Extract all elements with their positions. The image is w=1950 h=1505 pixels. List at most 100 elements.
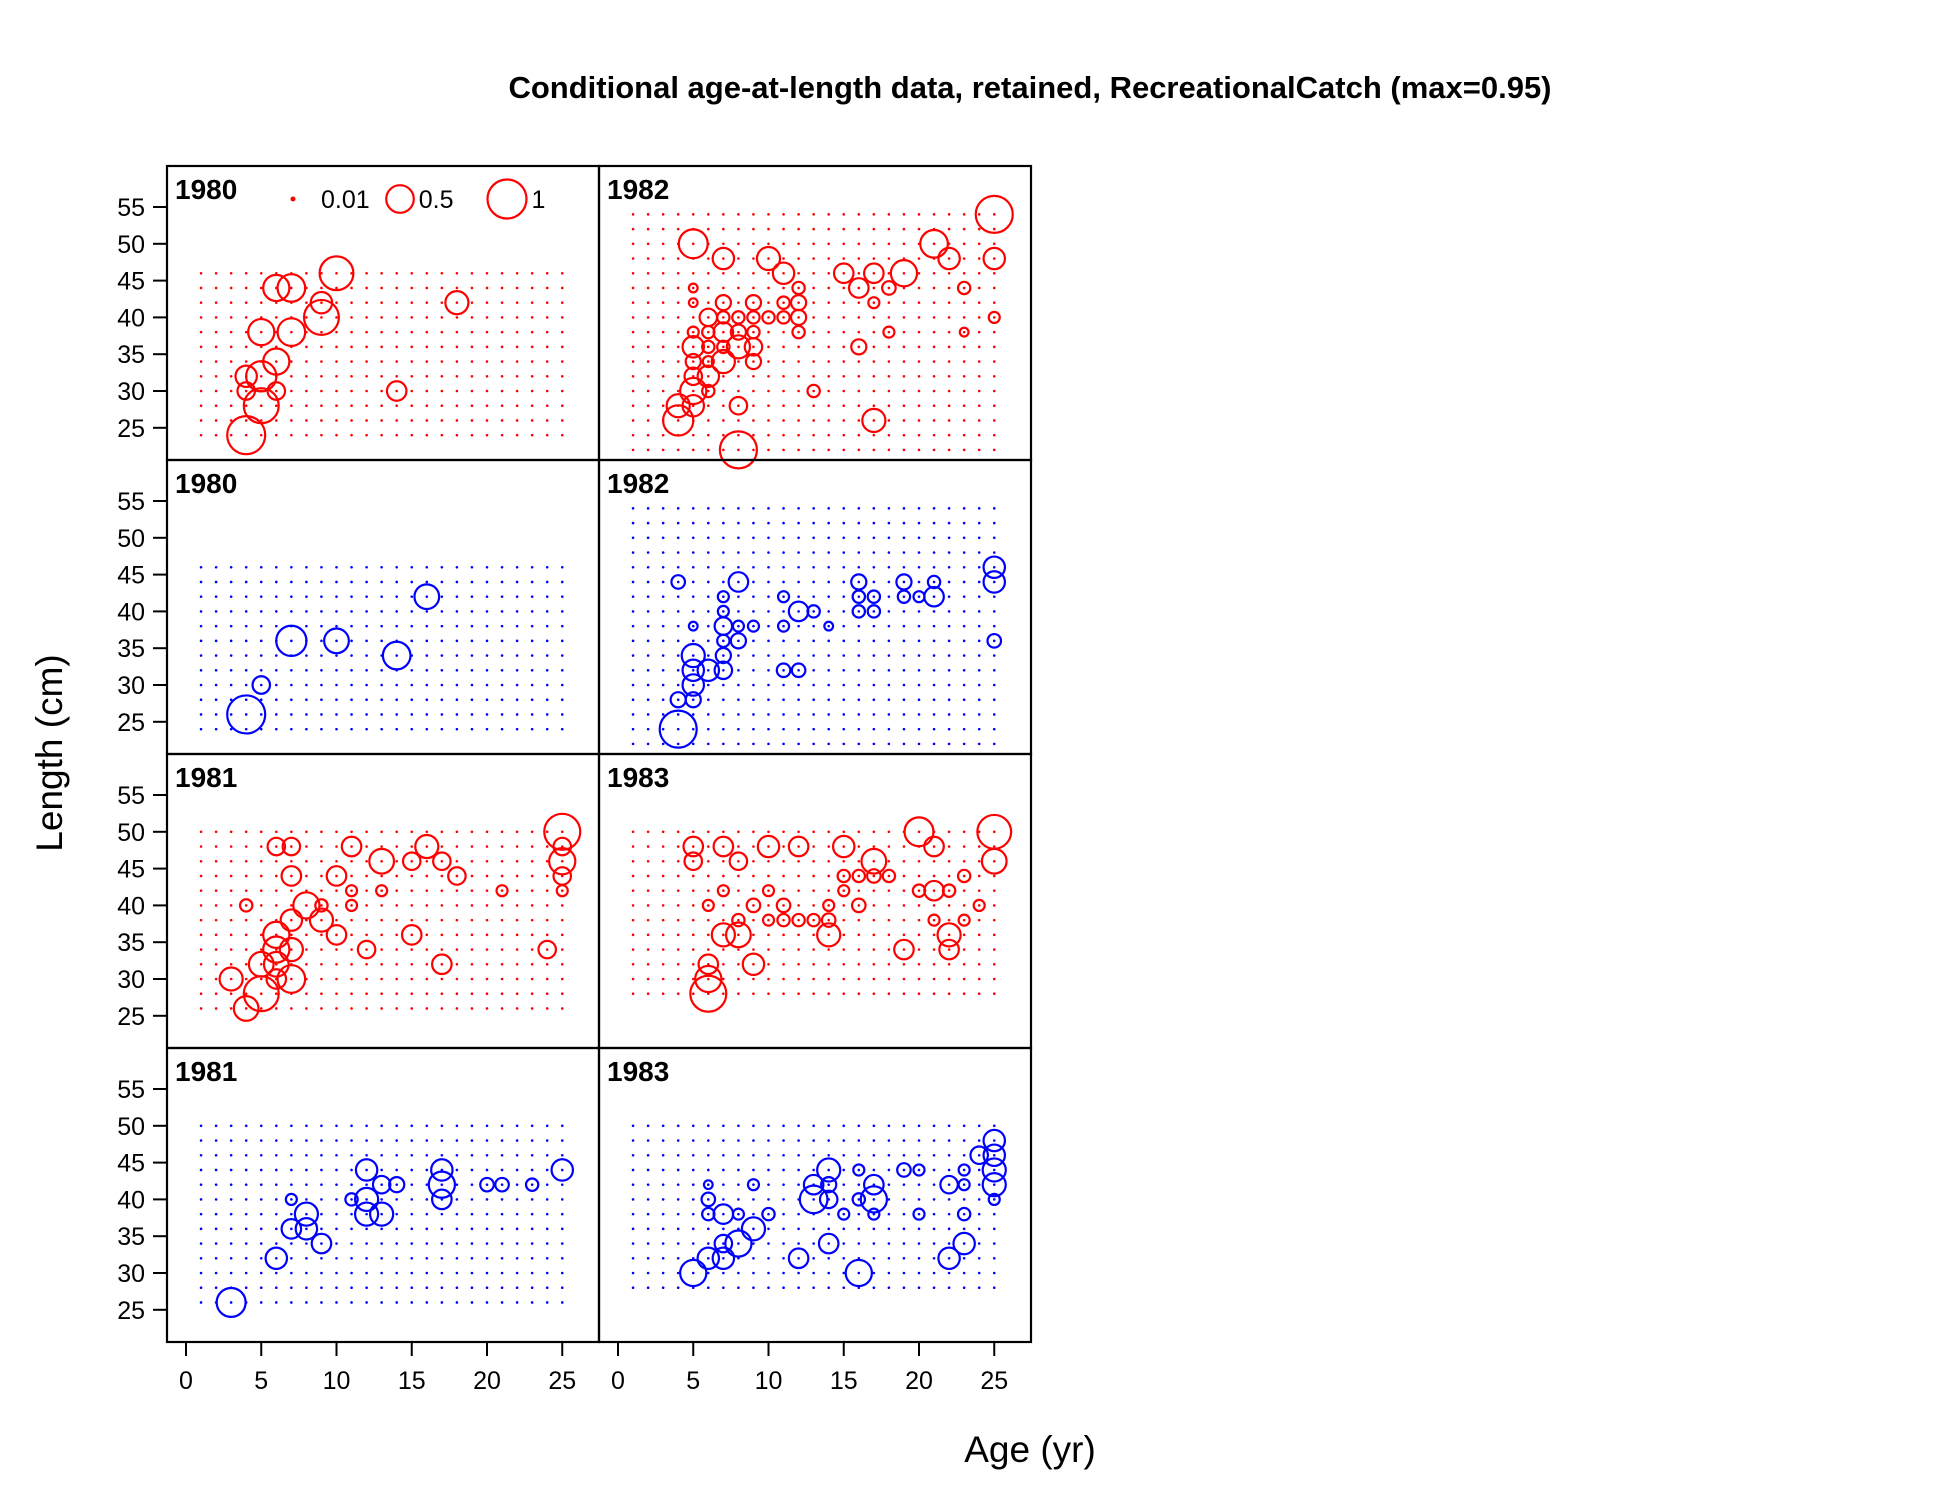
grid-dot — [782, 1227, 785, 1231]
y-tick-label: 25 — [117, 709, 145, 737]
data-point — [731, 619, 746, 633]
grid-dot — [335, 565, 338, 569]
grid-dot — [350, 1242, 353, 1245]
grid-dot — [485, 624, 489, 628]
data-point — [976, 813, 1013, 850]
grid-dot — [199, 1183, 203, 1186]
grid-dot — [365, 565, 368, 569]
grid-dot — [244, 1139, 248, 1142]
grid-dot — [455, 639, 459, 643]
grid-dot — [259, 565, 263, 569]
grid-dot — [932, 551, 936, 554]
grid-dot — [676, 286, 680, 290]
grid-dot — [305, 1301, 308, 1304]
grid-dot — [646, 448, 650, 452]
grid-dot — [455, 1286, 459, 1290]
grid-dot — [752, 610, 755, 613]
grid-dot — [752, 213, 755, 216]
grid-dot — [767, 859, 770, 863]
data-point — [353, 1186, 380, 1213]
grid-dot — [515, 683, 519, 687]
grid-dot — [425, 1256, 429, 1260]
data-point — [755, 245, 782, 272]
grid-dot — [917, 286, 921, 290]
grid-dot — [752, 845, 755, 848]
grid-dot — [676, 507, 680, 510]
grid-dot — [722, 507, 725, 510]
grid-dot — [244, 624, 248, 628]
grid-dot — [992, 874, 996, 878]
grid-dot — [380, 360, 383, 363]
grid-dot — [485, 1227, 489, 1231]
grid-dot — [229, 962, 233, 966]
y-tick-label: 35 — [117, 341, 145, 369]
grid-dot — [977, 389, 981, 393]
grid-dot — [767, 1227, 770, 1231]
grid-dot — [691, 1271, 695, 1275]
grid-dot — [545, 683, 549, 687]
grid-dot — [545, 1256, 549, 1260]
grid-dot — [872, 242, 876, 246]
grid-dot — [977, 536, 981, 540]
grid-dot — [977, 419, 981, 422]
grid-dot — [661, 1256, 665, 1260]
grid-dot — [722, 330, 725, 334]
grid-dot — [199, 933, 203, 937]
grid-dot — [737, 1168, 740, 1172]
grid-dot — [707, 301, 710, 304]
grid-dot — [661, 1286, 665, 1290]
grid-dot — [199, 301, 203, 304]
grid-dot — [244, 389, 248, 393]
grid-dot — [691, 654, 695, 657]
grid-dot — [947, 286, 951, 290]
grid-dot — [962, 874, 966, 878]
grid-dot — [485, 977, 489, 981]
grid-dot — [229, 595, 233, 598]
grid-dot — [290, 977, 293, 981]
grid-dot — [857, 713, 861, 716]
grid-dot — [500, 595, 504, 598]
grid-dot — [992, 698, 996, 702]
data-point — [852, 1163, 866, 1177]
data-point — [696, 658, 721, 683]
data-point — [862, 262, 885, 285]
data-point — [318, 255, 355, 292]
grid-dot — [631, 889, 635, 892]
y-tick-label: 25 — [117, 1297, 145, 1325]
grid-dot — [962, 845, 966, 848]
grid-dot — [872, 301, 876, 304]
grid-dot — [782, 1198, 785, 1201]
grid-dot — [782, 257, 785, 260]
grid-dot — [646, 962, 650, 966]
grid-dot — [425, 433, 429, 437]
grid-dot — [947, 345, 951, 349]
grid-dot — [515, 1301, 519, 1304]
panel-6: 1983 — [597, 752, 1033, 1050]
grid-dot — [229, 874, 233, 878]
data-point — [266, 381, 287, 401]
grid-dot — [872, 639, 876, 643]
grid-dot — [977, 1153, 981, 1157]
grid-dot — [365, 698, 368, 702]
grid-dot — [797, 330, 800, 334]
grid-dot — [455, 727, 459, 731]
grid-dot — [646, 1242, 650, 1245]
grid-dot — [485, 639, 489, 643]
grid-dot — [737, 521, 740, 525]
grid-dot — [977, 374, 981, 378]
data-point — [850, 573, 868, 591]
grid-dot — [380, 933, 383, 937]
grid-dot — [305, 345, 308, 349]
grid-dot — [707, 698, 710, 702]
grid-dot — [932, 374, 936, 378]
grid-dot — [661, 1168, 665, 1172]
grid-dot — [947, 507, 951, 510]
grid-dot — [631, 242, 635, 246]
panel-border — [597, 1046, 1033, 1344]
data-point — [731, 1207, 746, 1221]
grid-dot — [440, 904, 444, 907]
data-point — [537, 939, 558, 960]
grid-dot — [992, 448, 996, 452]
grid-dot — [902, 639, 906, 643]
grid-dot — [455, 565, 459, 569]
